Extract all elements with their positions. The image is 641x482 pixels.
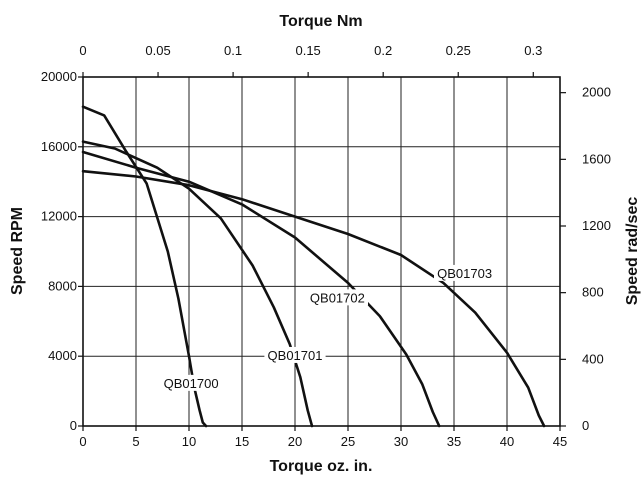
x2-tick-label: 0.1 bbox=[224, 43, 242, 58]
axis-ticks: 0 5 10 15 20 25 30 35 40 450400080001200016000200… bbox=[41, 43, 611, 449]
series-line-qb01703 bbox=[81, 169, 546, 428]
x2-tick-label: 0.3 bbox=[524, 43, 542, 58]
y-tick-label: 4000 bbox=[48, 348, 77, 363]
y2-tick-label: 1600 bbox=[582, 151, 611, 166]
series-label-bg bbox=[160, 374, 222, 391]
x2-tick-label: 0 bbox=[79, 43, 86, 58]
grid-lines bbox=[82, 76, 561, 427]
x2-tick-label: 0.15 bbox=[295, 43, 320, 58]
series-label-qb01701: QB01701 bbox=[268, 348, 323, 363]
series-label-qb01703: QB01703 bbox=[437, 266, 492, 281]
y-tick-label: 0 bbox=[70, 418, 77, 433]
y2-tick-label: 2000 bbox=[582, 85, 611, 100]
series-label-bg bbox=[434, 264, 496, 281]
series-line-qb01702 bbox=[81, 150, 441, 428]
x-tick-label: 20 bbox=[288, 434, 302, 449]
y-axis-title: Speed RPM bbox=[9, 207, 26, 295]
series-line-qb01701 bbox=[81, 140, 314, 428]
x2-axis-title: Torque Nm bbox=[279, 13, 362, 30]
x2-tick-label: 0.05 bbox=[145, 43, 170, 58]
series-label-qb01702: QB01702 bbox=[310, 290, 365, 305]
y2-tick-label: 1200 bbox=[582, 218, 611, 233]
x-tick-label: 30 bbox=[394, 434, 408, 449]
y2-axis-title: Speed rad/sec bbox=[624, 197, 641, 306]
series-line-qb01700 bbox=[81, 105, 208, 428]
plot-frame bbox=[82, 76, 561, 427]
x-tick-label: 15 bbox=[235, 434, 249, 449]
y2-tick-label: 0 bbox=[582, 418, 589, 433]
x-tick-label: 25 bbox=[341, 434, 355, 449]
x-tick-label: 40 bbox=[500, 434, 514, 449]
x2-tick-label: 0.25 bbox=[446, 43, 471, 58]
x-tick-label: 35 bbox=[447, 434, 461, 449]
x2-tick-label: 0.2 bbox=[374, 43, 392, 58]
y2-tick-label: 800 bbox=[582, 285, 604, 300]
series-label-bg bbox=[306, 289, 368, 306]
y-tick-label: 8000 bbox=[48, 278, 77, 293]
series-label-bg bbox=[264, 346, 326, 363]
x-tick-label: 0 bbox=[79, 434, 86, 449]
series-lines bbox=[81, 105, 546, 428]
x-tick-label: 10 bbox=[182, 434, 196, 449]
x-axis-title: Torque oz. in. bbox=[270, 458, 373, 475]
x-tick-label: 5 bbox=[132, 434, 139, 449]
x-tick-label: 45 bbox=[553, 434, 567, 449]
y-tick-label: 16000 bbox=[41, 139, 77, 154]
y-tick-label: 12000 bbox=[41, 209, 77, 224]
y2-tick-label: 400 bbox=[582, 351, 604, 366]
series-labels: QB01700 QB01701 QB01702 QB01703 bbox=[160, 264, 496, 391]
y-tick-label: 20000 bbox=[41, 69, 77, 84]
series-label-qb01700: QB01700 bbox=[164, 376, 219, 391]
